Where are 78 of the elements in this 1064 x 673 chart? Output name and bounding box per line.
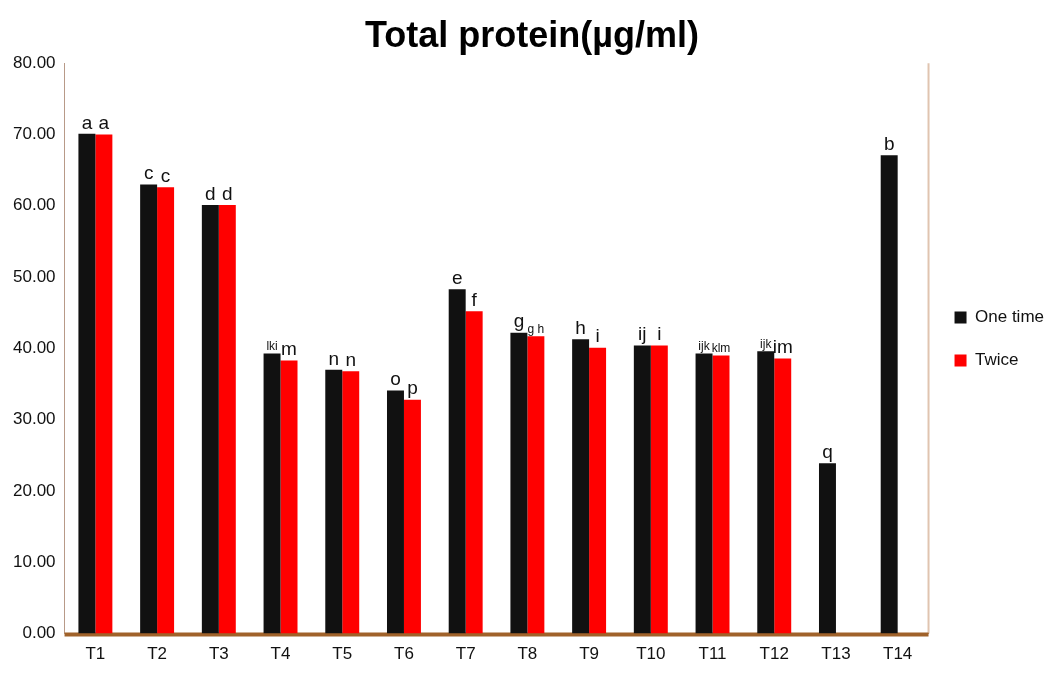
bar <box>386 390 404 634</box>
bar <box>140 184 158 634</box>
x-tick-label: T12 <box>759 644 789 664</box>
data-label: p <box>407 377 418 399</box>
bar <box>818 463 836 634</box>
x-tick-label: T5 <box>332 644 353 664</box>
bar <box>218 205 236 634</box>
bar <box>403 399 421 634</box>
bar <box>465 311 483 634</box>
bar <box>78 133 96 634</box>
bar <box>880 155 898 634</box>
x-tick-label: T6 <box>394 644 414 664</box>
bar <box>263 353 281 634</box>
bar <box>650 345 668 634</box>
y-tick-label: 0.00 <box>22 623 56 643</box>
bar <box>448 289 466 634</box>
y-tick-label: 60.00 <box>12 195 56 215</box>
bar <box>157 187 175 634</box>
data-label: ijk <box>760 336 773 351</box>
data-label: i <box>595 325 600 347</box>
x-tick-label: T2 <box>147 644 168 664</box>
bar <box>712 355 730 634</box>
bar <box>325 369 343 634</box>
bar <box>774 358 792 634</box>
data-label: im <box>772 336 793 358</box>
data-label: g <box>513 310 525 332</box>
x-tick-label: T1 <box>85 644 106 664</box>
y-tick-label: 20.00 <box>12 480 56 500</box>
x-tick-label: T7 <box>455 644 476 664</box>
data-label: a <box>81 111 93 133</box>
x-tick-label: T8 <box>517 644 538 664</box>
legend-label: Twice <box>975 350 1019 370</box>
bar <box>757 351 775 634</box>
data-label: ij <box>638 323 647 345</box>
data-label: i <box>657 323 662 345</box>
data-label: h <box>575 316 586 338</box>
data-label: o <box>390 368 401 390</box>
bar <box>572 339 590 634</box>
data-label: d <box>205 182 216 204</box>
y-tick-label: 70.00 <box>12 124 56 144</box>
bar <box>527 336 545 634</box>
x-tick-label: T3 <box>208 644 229 664</box>
data-label: q <box>822 440 833 462</box>
data-label: g h <box>527 321 545 336</box>
y-tick-label: 40.00 <box>12 338 56 358</box>
y-tick-label: 30.00 <box>12 409 56 429</box>
data-label: klm <box>711 340 731 355</box>
bar <box>633 345 651 634</box>
x-tick-label: T13 <box>821 644 851 664</box>
bar <box>695 353 713 634</box>
bar <box>342 371 360 634</box>
data-label: ijk <box>698 338 711 353</box>
data-label: e <box>451 266 463 288</box>
data-label: d <box>222 182 233 204</box>
data-label: a <box>98 112 110 134</box>
y-tick-label: 50.00 <box>12 266 56 286</box>
chart-title: Total protein(µg/ml) <box>364 13 700 55</box>
bar <box>589 347 607 634</box>
data-label: lki <box>266 338 278 353</box>
legend-label: One time <box>975 307 1045 327</box>
data-label: b <box>883 132 895 154</box>
x-tick-label: T9 <box>579 644 600 664</box>
x-tick-label: T4 <box>270 644 291 664</box>
data-label: n <box>328 347 340 369</box>
data-label: c <box>160 165 171 186</box>
x-tick-label: T10 <box>636 644 666 664</box>
data-label: n <box>345 348 357 370</box>
x-tick-label: T14 <box>883 644 913 664</box>
bar <box>95 134 113 634</box>
y-tick-label: 80.00 <box>12 52 56 72</box>
y-tick-label: 10.00 <box>12 551 56 571</box>
data-label: f <box>471 289 478 311</box>
bar <box>201 205 219 634</box>
bar <box>280 360 298 634</box>
x-tick-label: T11 <box>698 644 727 664</box>
bar <box>510 332 528 634</box>
data-label: m <box>281 338 297 360</box>
data-label: c <box>143 162 154 184</box>
